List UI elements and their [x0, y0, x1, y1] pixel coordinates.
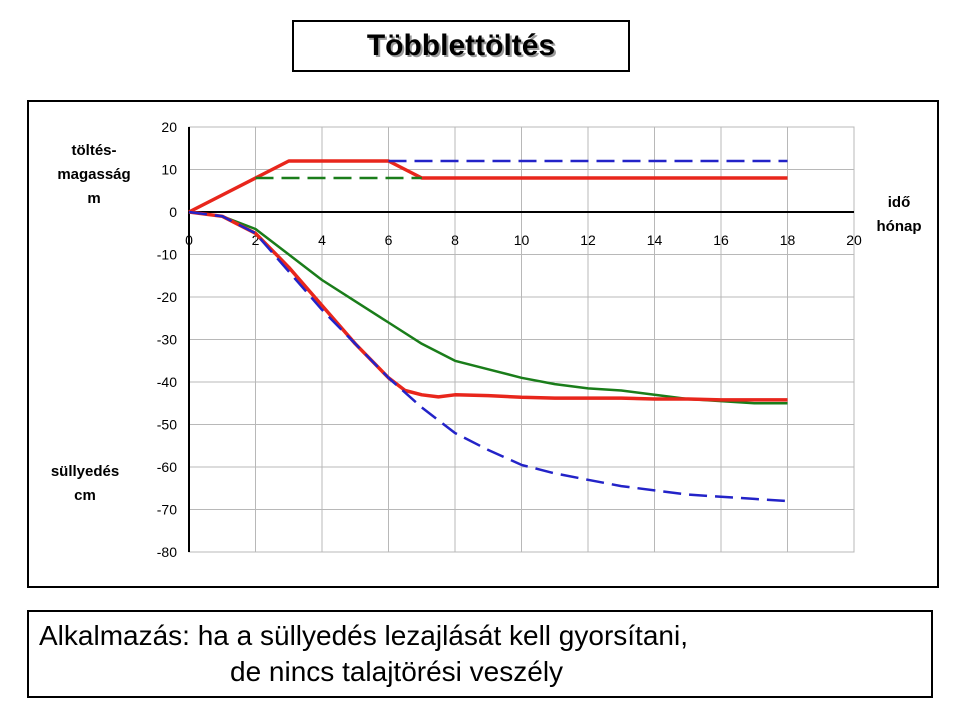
- x-axis-label: idő: [888, 194, 911, 211]
- y-tick-label: -10: [157, 247, 177, 263]
- x-axis-label: hónap: [877, 218, 922, 235]
- y-axis-label-top: magasság: [57, 166, 130, 183]
- chart-panel: 20 10 0 -10 -20 -30 -40 -50 -60 -70 -80 0 2 4 6 8 10 12 14…: [27, 100, 939, 588]
- x-tick-label: 4: [318, 232, 326, 248]
- chart-svg: 20 10 0 -10 -20 -30 -40 -50 -60 -70 -80 0 2 4 6 8 10 12 14…: [51, 119, 922, 560]
- x-tick-label: 2: [252, 232, 260, 248]
- y-tick-label: -70: [157, 502, 177, 518]
- series-line-red-solid-0: [188, 159, 788, 214]
- y-tick-label: -50: [157, 417, 177, 433]
- x-tick-label: 12: [580, 232, 596, 248]
- y-tick-label: -40: [157, 374, 177, 390]
- series-line-blue-dashed-5: [188, 210, 788, 503]
- y-tick-label: -60: [157, 459, 177, 475]
- series-line-red-solid-4: [188, 210, 788, 402]
- x-tick-label: 18: [780, 232, 796, 248]
- x-tick-label: 14: [647, 232, 663, 248]
- title-box: Többlettöltés: [292, 20, 630, 72]
- application-note-line-1: Alkalmazás: ha a süllyedés lezajlását ke…: [39, 620, 688, 651]
- application-note-box: Alkalmazás: ha a süllyedés lezajlását ke…: [27, 610, 933, 698]
- y-tick-label: -80: [157, 544, 177, 560]
- y-tick-label: -20: [157, 289, 177, 305]
- y-tick-label: -30: [157, 332, 177, 348]
- application-note-line-2: de nincs talajtörési veszély: [230, 656, 564, 687]
- x-tick-label: 6: [385, 232, 393, 248]
- y-axis-label-bottom: cm: [74, 487, 96, 504]
- x-tick-label: 10: [514, 232, 530, 248]
- y-axis-label-top: töltés-: [72, 142, 117, 159]
- y-tick-label: 20: [161, 119, 177, 135]
- y-tick-label: 10: [161, 162, 177, 178]
- x-tick-label: 16: [713, 232, 729, 248]
- x-tick-label: 8: [451, 232, 459, 248]
- y-axis-label-top: m: [87, 190, 100, 207]
- y-axis-label-bottom: süllyedés: [51, 463, 119, 480]
- x-tick-label: 20: [846, 232, 862, 248]
- y-tick-label: 0: [169, 204, 177, 220]
- chart-title: Többlettöltés: [366, 29, 556, 62]
- x-tick-label: 0: [185, 232, 193, 248]
